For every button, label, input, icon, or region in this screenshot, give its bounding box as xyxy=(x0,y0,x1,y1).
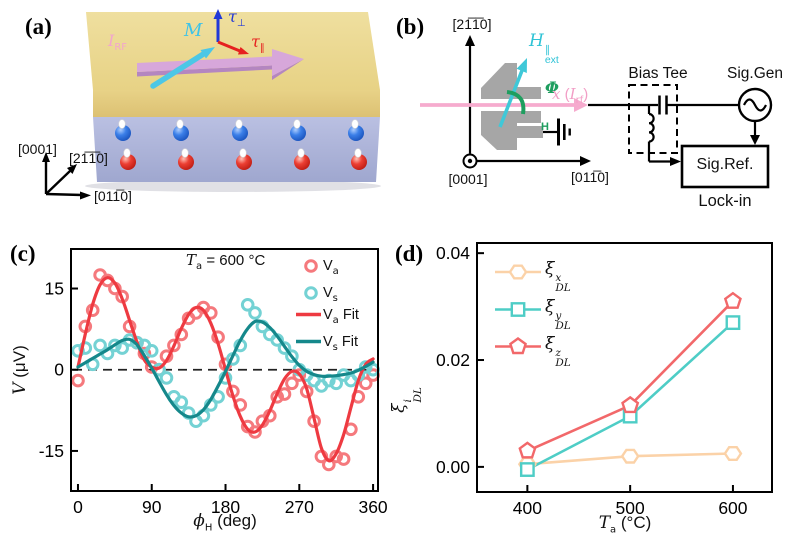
legend-swatch-vs xyxy=(304,286,318,300)
x-tick-label: 360 xyxy=(358,497,387,517)
x-tick-label: 180 xyxy=(211,497,240,517)
external-field-label: H ∥ ext xyxy=(529,31,559,66)
slab-front-face-top-layer xyxy=(93,90,380,117)
torque-parallel-arrowhead xyxy=(238,47,249,55)
irf-current-label: IRF xyxy=(108,31,128,54)
bias-tee-box xyxy=(628,84,678,154)
legend-va: Va xyxy=(323,258,339,277)
legend-swatch-va xyxy=(304,259,318,273)
axis-2110-label-b: [21̅1̅0] xyxy=(452,16,492,32)
marker-hexagon xyxy=(620,448,640,464)
torque-perp-label: τ⊥ xyxy=(228,7,246,30)
lock-in-label: Lock-in xyxy=(698,192,752,210)
plot-frame xyxy=(476,242,773,493)
panel-b-label: (b) xyxy=(396,14,425,39)
field-angle-label: Φ xyxy=(545,78,559,97)
ground-symbol xyxy=(543,118,571,146)
series-V_s Fit xyxy=(76,319,375,419)
sig-ref-label: Sig.Ref. xyxy=(696,156,754,173)
marker-pentagon xyxy=(508,337,528,355)
sig-gen-label: Sig.Gen xyxy=(726,65,783,82)
y-tick-label: 0.02 xyxy=(436,350,470,370)
rf-axis-label: x (Irf) xyxy=(552,85,589,106)
legend-vs-fit: Vs Fit xyxy=(323,334,359,353)
bias-tee-label: Bias Tee xyxy=(628,65,688,82)
field-angle-arc xyxy=(506,90,526,115)
magnetization-label: M xyxy=(184,20,203,41)
x-tick-label: 270 xyxy=(285,497,314,517)
magnetization-arrow xyxy=(150,47,215,89)
y-tick-label: 0 xyxy=(54,360,64,380)
marker-square xyxy=(510,302,526,317)
legend-xi-x: ξ x DL xyxy=(545,259,571,294)
panel-c-xlabel: ϕH (deg) xyxy=(193,511,257,534)
panel-d-ylabel: ξ i DL xyxy=(389,387,424,413)
y-tick-label: 0.04 xyxy=(436,243,470,263)
marker-pentagon xyxy=(621,395,640,414)
panel-d-xlabel: Ta (°C) xyxy=(598,513,652,536)
signal-arrowhead xyxy=(670,157,681,166)
field-angle-subscript: H xyxy=(541,121,549,133)
axis-0001-label-b: [0001] xyxy=(448,171,488,187)
axis-2110-label-a: [21̅1̅0] xyxy=(69,150,108,166)
crystal-axes-triad xyxy=(42,152,91,200)
panel-c-chart: 0 90 180 270 360 15 0 -15 xyxy=(39,248,388,517)
marker-hexagon xyxy=(508,264,528,280)
sig-gen-symbol xyxy=(737,87,773,123)
axis-0001-label-a: [0001] xyxy=(18,141,57,157)
x-tick-label: 0 xyxy=(73,497,83,517)
panel-d-chart: 400 500 600 0.00 0.02 0.04 xyxy=(436,242,773,518)
panel-a-schematic xyxy=(42,9,381,200)
panel-c-label: (c) xyxy=(10,241,36,266)
x-tick-label: 600 xyxy=(718,498,747,518)
x-tick-label: 90 xyxy=(142,497,162,517)
panel-b-circuit xyxy=(420,35,773,189)
circuit-wiring xyxy=(588,95,757,163)
panel-d-label: (d) xyxy=(395,241,424,266)
y-tick-label: 0.00 xyxy=(436,457,470,477)
y-tick-label: -15 xyxy=(39,441,64,461)
legend-xi-z: ξ z DL xyxy=(545,334,571,369)
marker-square xyxy=(519,462,535,477)
x-tick-label: 500 xyxy=(616,498,645,518)
legend-xi-y: ξ y DL xyxy=(545,297,571,332)
x-tick-label: 400 xyxy=(513,498,542,518)
marker-pentagon xyxy=(723,291,742,309)
slab-shadow xyxy=(85,180,381,192)
torque-parallel-label: τ∥ xyxy=(251,32,265,55)
reference-arrowhead xyxy=(750,135,760,145)
torque-axes xyxy=(213,9,249,55)
sig-ref-box xyxy=(680,144,770,189)
device-cpw xyxy=(481,63,543,150)
axis-0110-label-b: [011̅0] xyxy=(571,169,609,185)
coordinate-axes xyxy=(462,35,591,169)
marker-pentagon xyxy=(518,441,537,459)
axis-0110-label-a: [011̅0] xyxy=(94,188,132,204)
inductor-coil xyxy=(648,112,655,143)
y-tick-label: 15 xyxy=(45,279,64,299)
marker-square xyxy=(725,315,741,331)
marker-hexagon xyxy=(723,446,743,462)
panel-c-ylabel: V (μV) xyxy=(10,345,30,395)
legend-vs: Vs xyxy=(323,285,338,304)
torque-perp-arrowhead xyxy=(213,9,223,19)
legend-va-fit: Va Fit xyxy=(323,307,359,326)
panel-a-label: (a) xyxy=(25,14,52,39)
rf-current-axis-arrow xyxy=(420,98,588,112)
annealing-temp-annotation: Ta = 600 °C xyxy=(186,251,266,272)
red-dopant-row xyxy=(120,148,367,170)
blue-dopant-row xyxy=(115,119,364,141)
external-field-arrow xyxy=(498,58,527,128)
